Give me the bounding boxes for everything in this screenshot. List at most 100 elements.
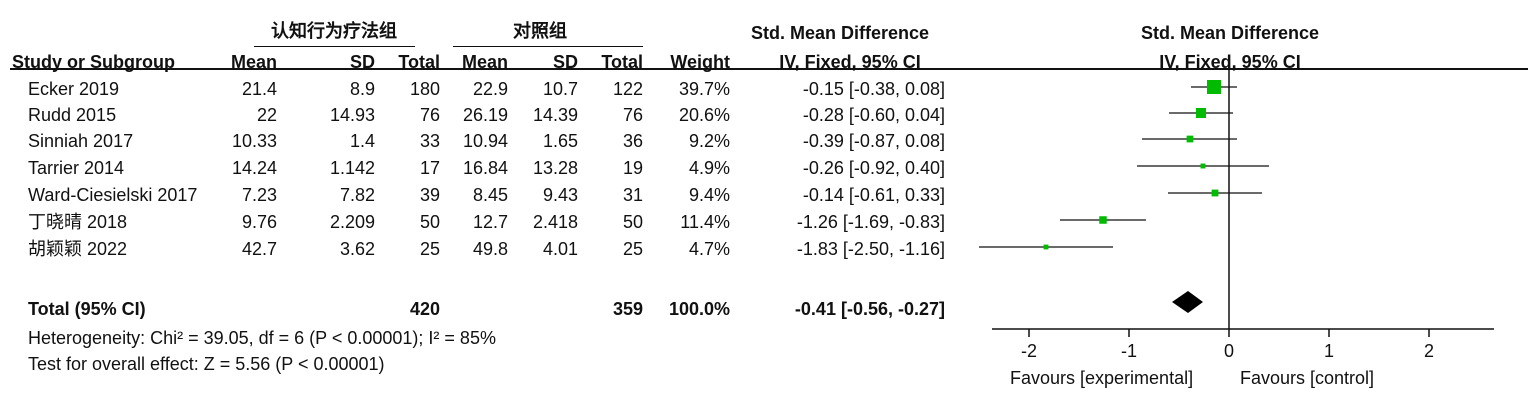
- col-total1: Total: [398, 52, 440, 72]
- x-tick-label: -2: [1021, 341, 1037, 361]
- total2-cell: 36: [622, 131, 643, 151]
- total1-cell: 39: [419, 185, 440, 205]
- mean1-cell: 21.4: [241, 79, 277, 99]
- total-n2: 359: [612, 299, 643, 319]
- sd2-cell: 14.39: [532, 105, 578, 125]
- total1-cell: 76: [419, 105, 440, 125]
- weight-cell: 9.2%: [688, 131, 730, 151]
- study-name: Tarrier 2014: [28, 158, 125, 178]
- ci-text-cell: -1.26 [-1.69, -0.83]: [796, 212, 945, 232]
- sd1-cell: 14.93: [329, 105, 375, 125]
- pooled-diamond: [1172, 291, 1203, 313]
- sd1-cell: 2.209: [329, 212, 375, 232]
- group2-header: 对照组: [513, 21, 567, 42]
- ci-text-cell: -0.14 [-0.61, 0.33]: [802, 185, 945, 205]
- weight-cell: 20.6%: [678, 105, 730, 125]
- mean2-cell: 10.94: [462, 131, 508, 151]
- sd2-cell: 2.418: [532, 212, 578, 232]
- total2-cell: 122: [612, 79, 643, 99]
- study-name: Ecker 2019: [28, 79, 120, 99]
- mean2-cell: 22.9: [472, 79, 508, 99]
- col-sd1: SD: [349, 52, 375, 72]
- ci-text-cell: -0.39 [-0.87, 0.08]: [802, 131, 945, 151]
- weight-cell: 9.4%: [688, 185, 730, 205]
- weight-cell: 4.9%: [688, 158, 730, 178]
- study-name: 丁晓晴 2018: [28, 212, 128, 232]
- ci-text-cell: -1.83 [-2.50, -1.16]: [796, 239, 945, 259]
- total-weight: 100.0%: [668, 299, 730, 319]
- total-ci-text: -0.41 [-0.56, -0.27]: [794, 299, 945, 319]
- overall-effect-text: Test for overall effect: Z = 5.56 (P < 0…: [28, 354, 385, 374]
- smd-method: IV, Fixed, 95% CI: [779, 52, 921, 72]
- ci-text-cell: -0.15 [-0.38, 0.08]: [802, 79, 945, 99]
- group1-underline: [254, 46, 415, 47]
- ci-text-cell: -0.26 [-0.92, 0.40]: [802, 158, 945, 178]
- total-label: Total (95% CI): [28, 299, 146, 319]
- smd-title: Std. Mean Difference: [750, 23, 930, 43]
- favours-right-label: Favours [control]: [1240, 368, 1375, 388]
- x-tick-label: 1: [1324, 341, 1334, 361]
- x-tick-label: 0: [1224, 341, 1234, 361]
- sd2-cell: 10.7: [542, 79, 578, 99]
- col-mean1: Mean: [230, 52, 277, 72]
- header-rule: [10, 68, 1528, 70]
- study-marker: [1211, 189, 1219, 197]
- ci-text-cell: -0.28 [-0.60, 0.04]: [802, 105, 945, 125]
- col-sd2: SD: [552, 52, 578, 72]
- total1-cell: 50: [419, 212, 440, 232]
- study-name: Ward-Ciesielski 2017: [28, 185, 198, 205]
- group2-underline: [453, 46, 643, 47]
- sd2-cell: 1.65: [542, 131, 578, 151]
- heterogeneity-text: Heterogeneity: Chi² = 39.05, df = 6 (P <…: [28, 328, 496, 348]
- col-mean2: Mean: [461, 52, 508, 72]
- x-tick-label: 2: [1424, 341, 1434, 361]
- sd1-cell: 8.9: [349, 79, 375, 99]
- study-marker: [1200, 163, 1206, 169]
- weight-cell: 11.4%: [680, 212, 730, 232]
- total2-cell: 50: [622, 212, 643, 232]
- sd1-cell: 7.82: [339, 185, 375, 205]
- study-name: 胡颖颖 2022: [28, 239, 128, 259]
- study-marker: [1207, 80, 1221, 94]
- col-weight: Weight: [670, 52, 730, 72]
- plot-method: IV, Fixed, 95% CI: [1159, 52, 1301, 72]
- study-marker: [1186, 135, 1194, 143]
- mean1-cell: 9.76: [241, 212, 277, 232]
- weight-cell: 39.7%: [678, 79, 730, 99]
- study-marker: [1195, 107, 1207, 119]
- mean1-cell: 14.24: [231, 158, 277, 178]
- sd1-cell: 1.142: [329, 158, 375, 178]
- study-name: Sinniah 2017: [28, 131, 134, 151]
- total-n1: 420: [409, 299, 440, 319]
- mean2-cell: 16.84: [462, 158, 508, 178]
- total1-cell: 33: [419, 131, 440, 151]
- sd2-cell: 4.01: [542, 239, 578, 259]
- mean1-cell: 7.23: [241, 185, 277, 205]
- total2-cell: 31: [622, 185, 643, 205]
- total1-cell: 25: [419, 239, 440, 259]
- study-marker: [1043, 244, 1049, 250]
- group1-header: 认知行为疗法组: [271, 21, 397, 42]
- mean2-cell: 49.8: [472, 239, 508, 259]
- sd1-cell: 3.62: [339, 239, 375, 259]
- total1-cell: 17: [419, 158, 440, 178]
- col-total2: Total: [601, 52, 643, 72]
- sd2-cell: 13.28: [532, 158, 578, 178]
- study-marker: [1099, 216, 1107, 224]
- x-tick-label: -1: [1121, 341, 1137, 361]
- study-name: Rudd 2015: [28, 105, 117, 125]
- mean2-cell: 12.7: [472, 212, 508, 232]
- total2-cell: 25: [622, 239, 643, 259]
- mean2-cell: 8.45: [472, 185, 508, 205]
- mean1-cell: 42.7: [241, 239, 277, 259]
- total2-cell: 76: [622, 105, 643, 125]
- favours-left-label: Favours [experimental]: [1010, 368, 1194, 388]
- mean2-cell: 26.19: [462, 105, 508, 125]
- weight-cell: 4.7%: [688, 239, 730, 259]
- total1-cell: 180: [409, 79, 440, 99]
- plot-title: Std. Mean Difference: [1140, 23, 1320, 43]
- sd2-cell: 9.43: [542, 185, 578, 205]
- sd1-cell: 1.4: [349, 131, 375, 151]
